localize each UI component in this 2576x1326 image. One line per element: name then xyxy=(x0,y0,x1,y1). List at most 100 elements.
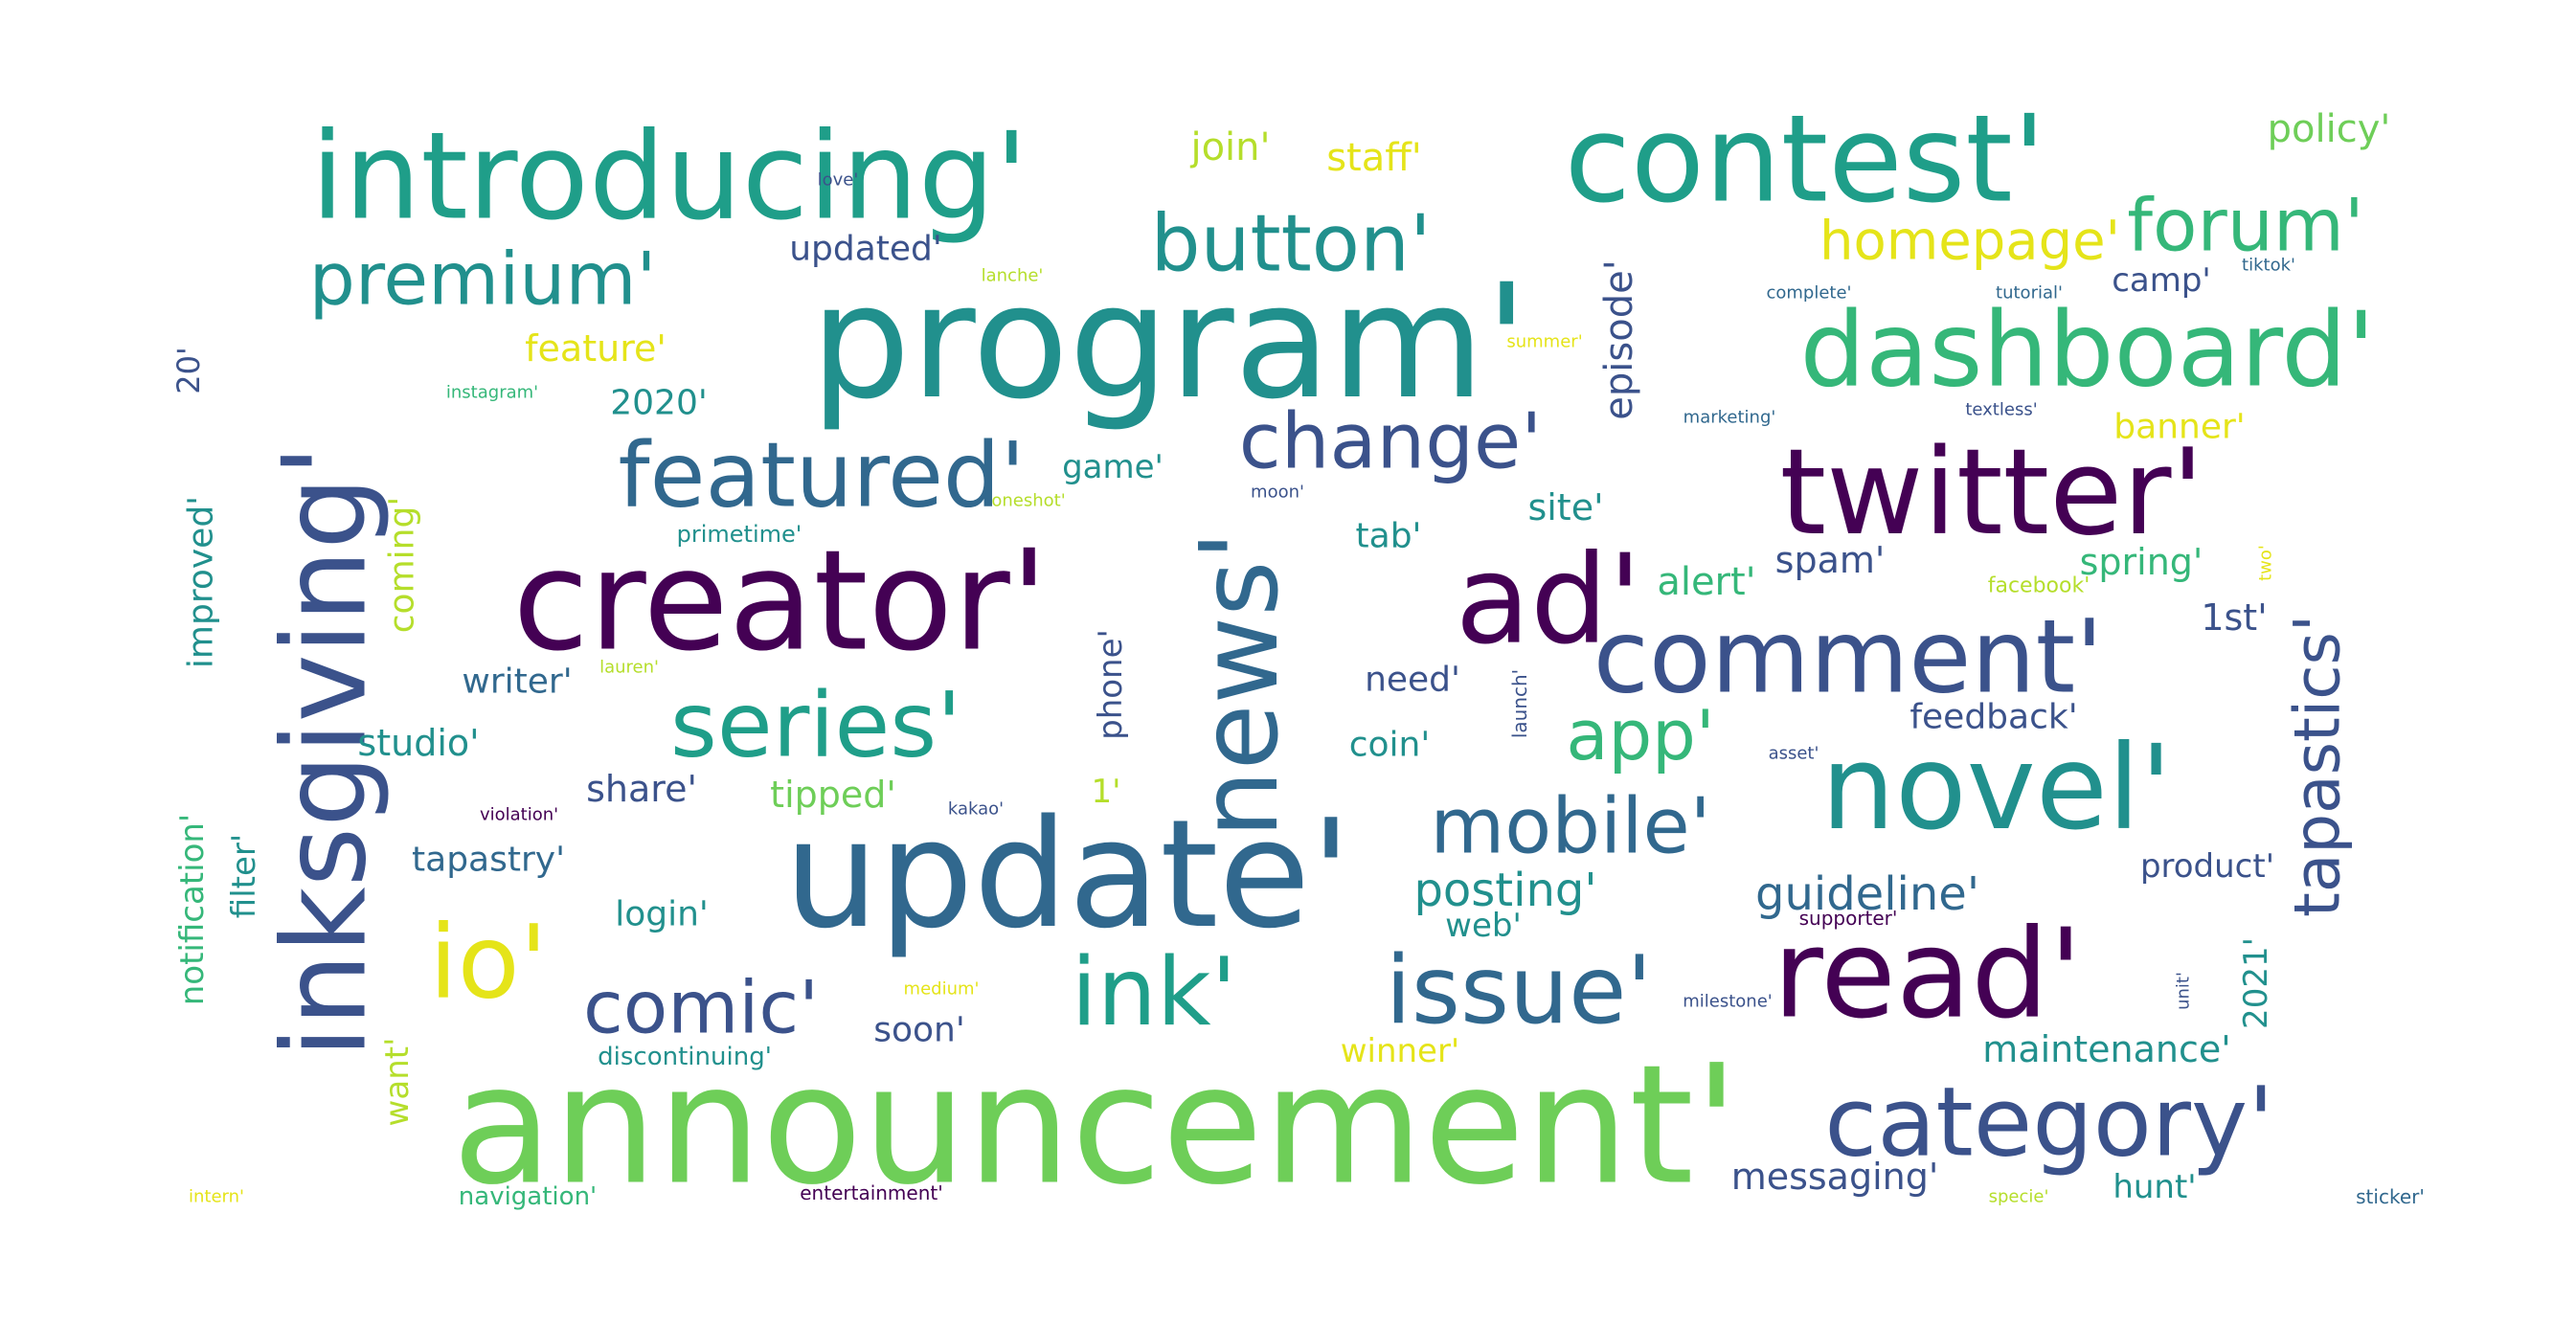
word-game: game' xyxy=(1062,448,1164,486)
word-2021: 2021' xyxy=(2237,937,2275,1029)
word-introducing: introducing' xyxy=(311,106,1028,247)
word-2020: 2020' xyxy=(610,384,708,423)
word-lanche: lanche' xyxy=(982,266,1044,286)
word-hunt: hunt' xyxy=(2113,1168,2196,1206)
word-medium: medium' xyxy=(904,979,980,1000)
word-camp: camp' xyxy=(2112,261,2211,300)
word-1st: 1st' xyxy=(2201,596,2267,639)
word-violation: violation' xyxy=(480,805,558,825)
word-soon: soon' xyxy=(873,1011,965,1050)
word-studio: studio' xyxy=(357,722,479,764)
word-novel: novel' xyxy=(1821,720,2173,856)
word-alert: alert' xyxy=(1657,560,1755,604)
word-sticker: sticker' xyxy=(2356,1185,2425,1208)
word-supporter: supporter' xyxy=(1799,907,1898,930)
word-navigation: navigation' xyxy=(459,1182,597,1211)
word-web: web' xyxy=(1445,907,1522,945)
word-program: program' xyxy=(810,250,1528,434)
word-guideline: guideline' xyxy=(1755,867,1979,921)
word-staff: staff' xyxy=(1326,136,1422,180)
word-phone: phone' xyxy=(1092,629,1130,740)
word-1: 1' xyxy=(1092,773,1121,811)
word-io: io' xyxy=(429,904,547,1022)
word-kakao: kakao' xyxy=(948,799,1004,820)
word-tab: tab' xyxy=(1356,517,1422,556)
word-creator: creator' xyxy=(512,521,1048,683)
word-feedback: feedback' xyxy=(1909,698,2077,737)
word-two: two' xyxy=(2256,545,2276,581)
word-writer: writer' xyxy=(462,663,572,702)
word-contest: contest' xyxy=(1565,89,2046,230)
word-need: need' xyxy=(1365,661,1460,700)
word-comic: comic' xyxy=(583,965,819,1050)
word-change: change' xyxy=(1239,397,1542,486)
word-product: product' xyxy=(2140,847,2274,886)
word-complete: complete' xyxy=(1766,283,1851,303)
word-posting: posting' xyxy=(1413,864,1596,917)
word-login: login' xyxy=(615,895,709,934)
word-marketing: marketing' xyxy=(1683,408,1776,428)
word-inksgiving: inksgiving' xyxy=(260,445,393,1059)
word-ink: ink' xyxy=(1071,938,1236,1047)
word-read: read' xyxy=(1773,904,2082,1046)
word-category: category' xyxy=(1824,1067,2273,1179)
word-20: 20' xyxy=(170,347,207,394)
word-feature: feature' xyxy=(525,327,667,370)
word-discontinuing: discontinuing' xyxy=(598,1043,772,1071)
word-cloud-words: announcement' program' update' creator' intr… xyxy=(170,89,2425,1222)
word-messaging: messaging' xyxy=(1731,1156,1939,1198)
word-oneshot: oneshot' xyxy=(991,491,1065,511)
word-coin: coin' xyxy=(1349,726,1431,765)
word-update: update' xyxy=(784,787,1352,961)
word-tutorial: tutorial' xyxy=(1996,283,2063,303)
word-homepage: homepage' xyxy=(1819,211,2120,273)
word-facebook: facebook' xyxy=(1988,574,2090,598)
word-policy: policy' xyxy=(2268,107,2391,151)
word-milestone: milestone' xyxy=(1683,992,1773,1012)
word-unit: unit' xyxy=(2174,972,2194,1010)
word-mobile: mobile' xyxy=(1430,782,1710,871)
word-lauren: lauren' xyxy=(599,658,659,678)
word-forum: forum' xyxy=(2127,183,2364,268)
word-entertainment: entertainment' xyxy=(800,1181,942,1204)
word-improved: improved' xyxy=(182,496,221,668)
word-twitter: twitter' xyxy=(1779,424,2203,562)
word-textless: textless' xyxy=(1965,400,2037,420)
word-summer: summer' xyxy=(1506,332,1582,352)
word-comment: comment' xyxy=(1593,598,2104,716)
word-maintenance: maintenance' xyxy=(1982,1028,2230,1070)
word-filter: filter' xyxy=(225,834,263,918)
word-dashboard: dashboard' xyxy=(1799,291,2375,411)
word-spam: spam' xyxy=(1775,539,1886,581)
word-episode: episode' xyxy=(1597,259,1641,419)
word-specie: specie' xyxy=(1989,1187,2049,1207)
word-notification: notification' xyxy=(173,814,212,1006)
word-ad: ad' xyxy=(1456,529,1642,672)
word-want: want' xyxy=(378,1038,417,1127)
word-banner: banner' xyxy=(2113,408,2245,447)
word-asset: asset' xyxy=(1769,744,1819,764)
word-tapastry: tapastry' xyxy=(412,841,565,880)
word-winner: winner' xyxy=(1341,1032,1460,1070)
word-site: site' xyxy=(1527,486,1603,528)
word-featured: featured' xyxy=(619,424,1026,528)
word-love: love' xyxy=(818,170,859,191)
word-launch: launch' xyxy=(1508,669,1531,738)
word-primetime: primetime' xyxy=(677,521,802,548)
word-tapastics: tapastics' xyxy=(2281,615,2355,917)
word-updated: updated' xyxy=(789,230,942,269)
word-share: share' xyxy=(586,768,697,810)
word-premium: premium' xyxy=(309,236,657,322)
word-join: join' xyxy=(1189,125,1270,169)
word-series: series' xyxy=(670,674,961,778)
word-tipped: tipped' xyxy=(770,774,896,816)
word-instagram: instagram' xyxy=(446,383,538,403)
word-spring: spring' xyxy=(2080,541,2203,583)
word-moon: moon' xyxy=(1251,483,1304,503)
word-intern: intern' xyxy=(189,1187,244,1207)
word-tiktok: tiktok' xyxy=(2242,256,2295,276)
word-app: app' xyxy=(1566,695,1714,775)
word-news: news' xyxy=(1178,531,1302,839)
